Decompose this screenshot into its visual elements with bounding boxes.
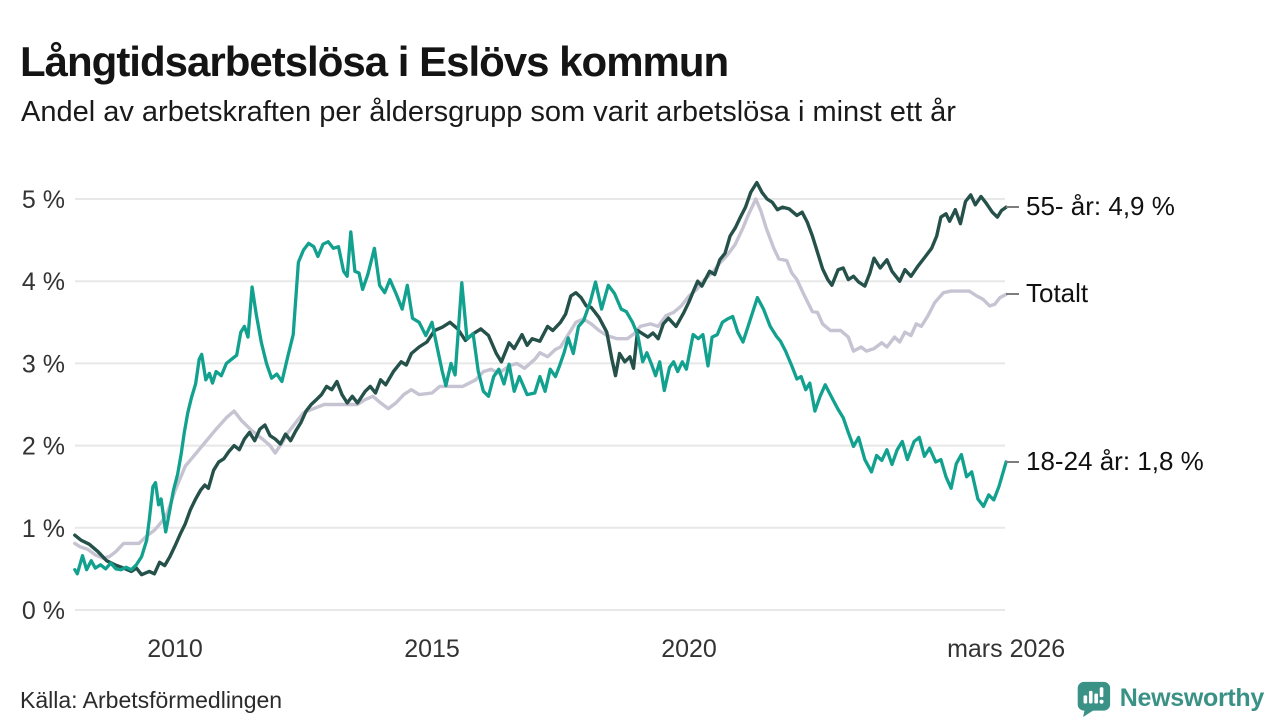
series-line-Totalt bbox=[73, 197, 1008, 560]
y-axis-tick-label: 3 % bbox=[22, 350, 65, 378]
series-label-18-24: 18-24 år: 1,8 % bbox=[1006, 446, 1204, 477]
source-note: Källa: Arbetsförmedlingen bbox=[20, 687, 283, 713]
y-axis-tick-label: 2 % bbox=[22, 433, 65, 461]
series-label-text: 18-24 år: 1,8 % bbox=[1026, 446, 1204, 477]
series-line-55-r bbox=[73, 180, 1008, 577]
series-label-55-plus: 55- år: 4,9 % bbox=[1006, 191, 1175, 222]
series-label-text: 55- år: 4,9 % bbox=[1026, 191, 1175, 222]
x-axis-tick-label: 2015 bbox=[404, 635, 460, 663]
y-axis-tick-label: 1 % bbox=[22, 515, 65, 543]
x-axis-tick-label: mars 2026 bbox=[947, 635, 1065, 663]
x-axis-tick-label: 2010 bbox=[147, 635, 203, 663]
y-axis-tick-label: 0 % bbox=[22, 597, 65, 625]
newsworthy-wordmark: Newsworthy bbox=[1119, 684, 1265, 712]
chart-subtitle: Andel av arbetskraften per åldersgrupp s… bbox=[21, 96, 956, 128]
page-title: Långtidsarbetslösa i Eslövs kommun bbox=[20, 38, 729, 86]
newsworthy-icon bbox=[1077, 681, 1110, 717]
x-axis-tick-label: 2020 bbox=[661, 635, 717, 663]
newsworthy-logo: Newsworthy bbox=[1075, 680, 1264, 717]
y-axis-tick-label: 5 % bbox=[22, 186, 65, 214]
label-dash-icon bbox=[1006, 292, 1019, 295]
series-line-18-24-r bbox=[73, 230, 1008, 576]
y-axis-tick-label: 4 % bbox=[22, 268, 65, 296]
series-label-text: Totalt bbox=[1026, 278, 1089, 309]
series-label-total: Totalt bbox=[1006, 278, 1088, 309]
label-dash-icon bbox=[1006, 460, 1019, 463]
label-dash-icon bbox=[1006, 205, 1019, 208]
